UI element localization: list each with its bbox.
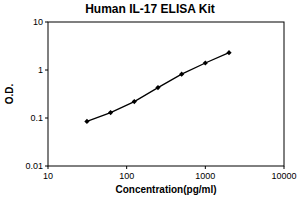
y-tick-label: 1 xyxy=(38,65,43,75)
y-axis-label: O.D. xyxy=(4,84,15,105)
marker xyxy=(179,72,184,77)
y-tick-label: 0.01 xyxy=(25,161,43,171)
marker xyxy=(155,85,160,90)
marker xyxy=(108,110,113,115)
marker xyxy=(84,119,89,124)
x-tick-label: 10000 xyxy=(271,171,296,181)
marker xyxy=(226,50,231,55)
y-tick-label: 10 xyxy=(33,17,43,27)
y-tick-label: 0.1 xyxy=(30,113,43,123)
x-tick-label: 1000 xyxy=(195,171,215,181)
plot-area xyxy=(84,50,231,124)
x-tick-label: 100 xyxy=(119,171,134,181)
x-axis-label: Concentration(pg/ml) xyxy=(115,184,216,195)
chart: Human IL-17 ELISA Kit 10 100 1000 10000 0.01 0… xyxy=(0,0,300,200)
marker xyxy=(203,60,208,65)
x-tick-label: 10 xyxy=(43,171,53,181)
title: Human IL-17 ELISA Kit xyxy=(85,2,215,16)
plot-frame xyxy=(48,22,284,166)
marker xyxy=(132,99,137,104)
line xyxy=(87,53,229,122)
